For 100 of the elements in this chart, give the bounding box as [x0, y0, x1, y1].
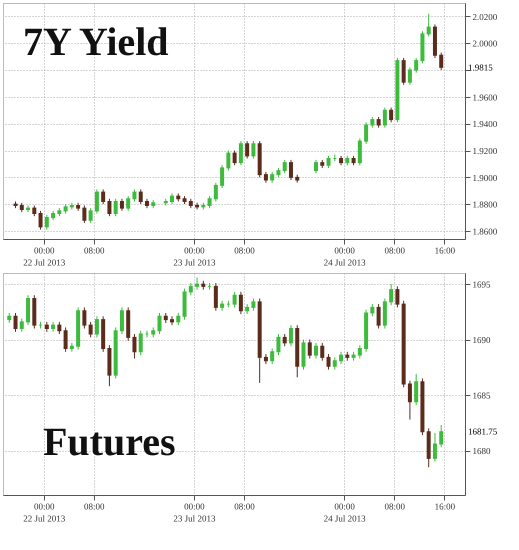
candlestick	[282, 334, 287, 347]
candlestick	[439, 424, 444, 448]
candlestick	[120, 306, 124, 335]
candlestick	[389, 107, 394, 123]
candlestick	[220, 164, 224, 189]
candlestick	[282, 159, 287, 174]
x-tick-label: 16:00	[434, 246, 456, 256]
candlestick	[26, 294, 30, 326]
candlestick	[345, 155, 350, 166]
candlestick	[144, 198, 149, 209]
y-tick-label: 1.9600	[472, 92, 498, 102]
x-tick-label: 08:00	[84, 502, 106, 512]
candlestick	[270, 348, 274, 365]
candlestick	[332, 356, 337, 370]
candlestick	[132, 188, 136, 202]
candlestick	[214, 282, 218, 312]
candlestick	[238, 140, 243, 166]
y-tick-label: 1690	[472, 335, 491, 346]
candlestick	[176, 312, 180, 326]
y-tick-label: 1680	[472, 446, 491, 456]
candlestick	[220, 300, 224, 312]
candlestick	[120, 198, 124, 212]
candlestick	[14, 312, 18, 332]
candlestick	[151, 326, 156, 338]
candlestick	[326, 354, 331, 370]
candlestick	[264, 171, 268, 184]
candlestick	[208, 196, 212, 209]
candlestick	[88, 321, 93, 338]
candlestick	[389, 284, 394, 306]
candlestick	[376, 304, 381, 329]
y-tick-label: 2.0000	[472, 38, 498, 49]
candlestick	[245, 304, 250, 315]
candlestick	[101, 188, 106, 205]
candlestick	[288, 159, 293, 180]
chart-title: 7Y Yield	[23, 19, 169, 64]
x-tick-label: 08:00	[84, 246, 106, 256]
candlestick	[326, 155, 331, 168]
candlestick	[370, 116, 374, 128]
y-tick-label: 1.9400	[472, 119, 498, 130]
y-tick-label: 1.8600	[472, 226, 498, 236]
candlestick	[408, 66, 412, 86]
candlestick	[7, 312, 12, 324]
candlestick	[195, 276, 200, 290]
candlestick	[288, 324, 293, 347]
candlestick	[138, 188, 143, 205]
candlestick	[432, 432, 437, 462]
candlestick	[138, 330, 143, 356]
candlestick	[57, 321, 62, 335]
candlestick	[364, 122, 368, 144]
candlestick	[32, 204, 36, 217]
candlestick	[38, 210, 43, 230]
text: 1.9815	[468, 62, 494, 72]
candlestick	[132, 334, 136, 359]
candlestick	[107, 198, 112, 217]
candlestick	[232, 291, 237, 308]
x-tick-label: 00:00 23 Jul 2013	[173, 246, 216, 268]
candlestick	[308, 339, 312, 359]
candlestick	[395, 286, 400, 308]
candlestick	[170, 192, 174, 205]
candlestick	[251, 298, 256, 312]
candlestick	[164, 312, 168, 324]
candlestick	[339, 155, 344, 166]
candlestick	[358, 138, 362, 166]
candlestick	[358, 344, 362, 359]
candlestick	[251, 140, 256, 160]
candlestick	[214, 182, 218, 202]
candlestick	[226, 150, 230, 172]
candlestick	[158, 312, 162, 335]
candlestick	[88, 208, 93, 224]
y-tick-label: 1.9000	[472, 172, 498, 183]
candlestick	[245, 140, 250, 160]
candlestick	[44, 214, 49, 230]
candlestick	[44, 321, 49, 332]
x-tick-label: 08:00	[384, 246, 406, 256]
candlestick	[270, 171, 274, 184]
candlestick	[94, 316, 99, 338]
text: 1681.75	[468, 426, 498, 437]
candlestick	[188, 198, 193, 209]
candlestick	[414, 374, 418, 406]
x-tick-label: 00:00 22 Jul 2013	[23, 246, 66, 268]
candlestick	[314, 159, 318, 174]
candlestick	[51, 321, 56, 332]
candlestick	[426, 13, 431, 38]
x-tick-label: 00:00 24 Jul 2013	[324, 246, 366, 268]
candlestick	[352, 155, 356, 166]
x-tick-label: 08:00	[234, 246, 256, 256]
candlestick	[64, 204, 68, 214]
candlestick	[402, 57, 406, 86]
x-tick-label: 00:00 24 Jul 2013	[324, 502, 366, 524]
text: Futures	[43, 419, 176, 464]
candlestick	[439, 52, 444, 71]
candlestick	[232, 150, 237, 166]
candlestick	[238, 291, 243, 315]
candlestick	[382, 298, 387, 329]
candlestick	[276, 167, 280, 178]
y-tick-label: 1685	[472, 390, 491, 401]
candlestick	[382, 107, 387, 128]
y-tick-label: 1695	[472, 280, 491, 290]
candlestick	[20, 202, 24, 213]
y-tick-label: 2.0200	[472, 12, 498, 22]
